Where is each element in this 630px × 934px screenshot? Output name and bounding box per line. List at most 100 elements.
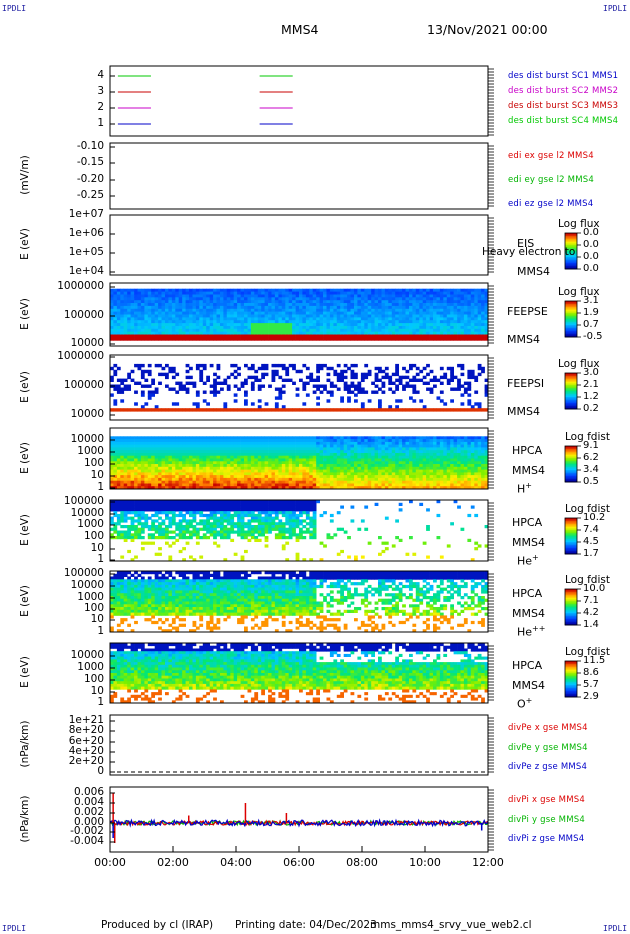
spectrogram-cell — [429, 297, 434, 301]
spectrogram-cell — [168, 480, 173, 484]
spectrogram-cell — [316, 486, 320, 490]
spectrogram-cell — [460, 308, 465, 313]
colorbar-swatch — [565, 260, 577, 262]
spectrogram-cell — [288, 331, 293, 335]
spectrogram-cell — [312, 450, 317, 454]
spectrogram-cell — [364, 300, 369, 304]
colorbar-swatch — [565, 304, 577, 306]
spectrogram-cell — [182, 300, 186, 304]
spectrogram-cell — [433, 291, 437, 295]
spectrogram-cell — [237, 483, 241, 487]
spectrogram-cell — [405, 453, 410, 457]
spectrogram-cell — [484, 444, 489, 448]
spectrogram-cell — [127, 305, 131, 310]
spectrogram-cell — [271, 300, 276, 304]
spectrogram-cell — [151, 408, 155, 412]
spectrogram-cell — [384, 375, 389, 380]
spectrogram-cell — [329, 390, 334, 394]
spectrogram-cell — [309, 323, 314, 327]
spectrogram-cell — [220, 458, 224, 462]
spectrogram-cell — [295, 408, 300, 412]
spectrogram-cell — [127, 436, 131, 440]
spectrogram-cell — [220, 314, 224, 318]
spectrogram-cell — [409, 366, 413, 371]
spectrogram-cell — [336, 450, 341, 454]
spectrogram-cell — [484, 458, 489, 462]
spectrogram-cell — [484, 455, 489, 459]
spectrogram-cell — [216, 475, 221, 479]
spectrogram-cell — [388, 472, 393, 476]
spectrogram-cell — [302, 294, 307, 298]
spectrogram-cell — [367, 486, 372, 490]
spectrogram-cell — [419, 455, 424, 459]
colorbar-swatch — [565, 388, 577, 390]
spectrogram-cell — [254, 483, 259, 487]
spectrogram-cell — [120, 555, 125, 559]
spectrogram-cell — [481, 469, 485, 473]
colorbar-swatch — [565, 403, 577, 405]
spectrogram-cell — [384, 475, 389, 479]
spectrogram-cell — [457, 461, 461, 465]
spectrogram-cell — [116, 326, 121, 330]
spectrogram-cell — [223, 447, 228, 451]
spectrogram-cell — [240, 408, 245, 412]
spectrogram-cell — [271, 334, 276, 338]
spectrogram-cell — [116, 300, 121, 304]
spectrogram-cell — [113, 291, 118, 295]
spectrogram-cell — [398, 464, 403, 468]
spectrogram-cell — [240, 381, 245, 385]
spectrogram-cell — [288, 328, 293, 333]
spectrogram-cell — [264, 455, 269, 459]
spectrogram-cell — [223, 408, 228, 412]
spectrogram-cell — [247, 439, 252, 443]
spectrogram-cell — [340, 399, 344, 403]
spectrogram-cell — [295, 308, 300, 313]
spectrogram-cell — [250, 387, 255, 391]
spectrogram-cell — [484, 408, 489, 412]
spectrogram-cell — [457, 447, 461, 451]
spectrogram-cell — [199, 439, 204, 443]
spectrogram-cell — [250, 337, 255, 341]
spectrogram-cell — [360, 334, 365, 338]
spectrogram-cell — [158, 408, 162, 412]
spectrogram-cell — [254, 466, 259, 470]
spectrogram-cell — [357, 303, 362, 307]
spectrogram-cell — [384, 317, 389, 321]
spectrogram-cell — [271, 483, 276, 487]
spectrogram-cell — [453, 408, 458, 412]
spectrogram-cell — [178, 436, 183, 440]
spectrogram-cell — [477, 300, 482, 304]
spectrogram-cell — [240, 334, 245, 338]
spectrogram-cell — [484, 464, 489, 468]
spectrogram-cell — [350, 320, 355, 324]
spectrogram-cell — [305, 328, 310, 333]
spectrogram-cell — [450, 372, 454, 377]
spectrogram-cell — [460, 334, 465, 338]
spectrogram-cell — [467, 288, 472, 292]
spectrogram-cell — [388, 464, 393, 468]
spectrogram-cell — [274, 441, 279, 446]
spectrogram-cell — [336, 447, 341, 451]
spectrogram-cell — [285, 334, 290, 338]
spectrogram-cell — [230, 337, 235, 341]
spectrogram-cell — [364, 337, 369, 341]
spectrogram-cell — [295, 311, 300, 315]
spectrogram-cell — [415, 331, 420, 335]
spectrogram-cell — [189, 311, 193, 315]
spectrogram-cell — [357, 308, 362, 313]
spectrogram-cell — [343, 441, 348, 446]
spectrogram-cell — [326, 472, 331, 476]
spectrogram-cell — [226, 477, 231, 482]
spectrogram-cell — [367, 461, 372, 465]
spectrogram-cell — [175, 311, 180, 315]
spectrogram-cell — [426, 441, 430, 446]
colorbar-swatch — [565, 453, 577, 456]
spectrogram-cell — [484, 294, 489, 298]
colorbar-swatch — [565, 266, 577, 268]
spectrogram-cell — [233, 480, 238, 484]
spectrogram-cell — [412, 328, 417, 333]
spectrogram-cell — [216, 381, 221, 385]
spectrogram-cell — [113, 363, 118, 368]
spectrogram-cell — [216, 331, 221, 335]
spectrogram-cell — [113, 399, 118, 403]
